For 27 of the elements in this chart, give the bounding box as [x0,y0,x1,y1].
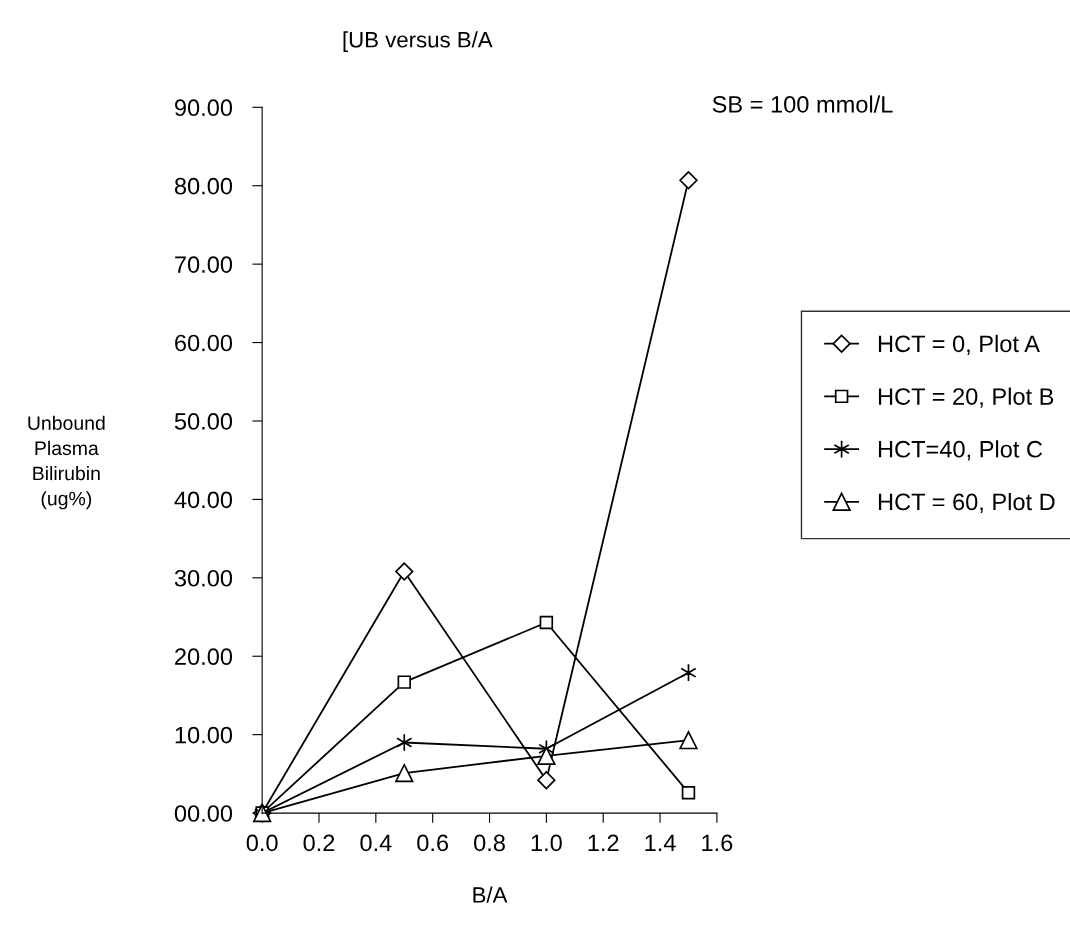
x-tick-label: 0.6 [417,834,449,852]
x-tick-label: 0.0 [246,834,278,852]
legend-label: HCT=40, Plot C [878,440,1043,461]
chart-title: [UB versus B/A [343,31,493,52]
y-tick-label: 80.00 [174,177,233,195]
legend-label: HCT = 0, Plot A [878,334,1040,355]
y-tick-label: 20.00 [175,648,233,666]
y-tick-label: 00.00 [174,805,233,822]
x-tick-label: 0.2 [303,834,335,852]
y-axis-title: Unbound Plasma Bilirubin (ug%) [28,415,105,510]
x-tick-label: 1.6 [702,834,733,852]
y-tick-label: 40.00 [174,491,233,509]
y-tick-label: 70.00 [175,256,233,273]
x-tick-label: 0.8 [474,834,505,852]
y-tick-label: 60.00 [175,334,233,352]
legend-label: HCT = 20, Plot B [878,387,1054,408]
x-tick-label: 0.4 [360,834,392,852]
x-tick-label: 1.2 [588,834,619,852]
x-tick-label: 1.0 [531,834,562,852]
legend-label: HCT = 60, Plot D [878,492,1055,514]
y-tick-label: 30.00 [174,569,233,587]
y-tick-label: 10.00 [175,726,233,744]
x-tick-label: 1.4 [645,834,676,852]
x-axis-title: B/A [473,886,508,903]
y-tick-label: 90.00 [175,99,233,117]
y-tick-label: 50.00 [174,413,233,430]
annotation: SB = 100 mmol/L [712,95,893,113]
